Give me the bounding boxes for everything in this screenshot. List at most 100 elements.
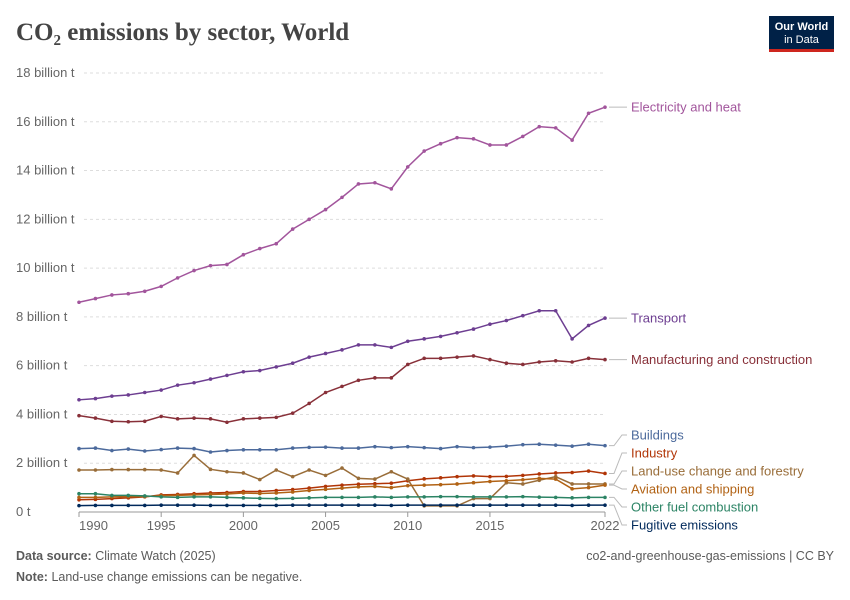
- data-point: [373, 376, 377, 380]
- data-point: [241, 503, 246, 508]
- data-point: [274, 503, 279, 508]
- data-point: [290, 446, 295, 450]
- data-point: [110, 419, 114, 424]
- data-point: [159, 503, 163, 507]
- data-point: [586, 485, 591, 490]
- data-point: [455, 330, 459, 335]
- logo-text: in Data: [784, 34, 820, 46]
- data-point: [405, 339, 410, 344]
- data-point: [553, 358, 558, 363]
- data-point: [323, 445, 328, 449]
- data-point: [373, 444, 377, 449]
- data-point: [504, 474, 509, 479]
- data-point: [290, 227, 295, 231]
- legend-label: Aviation and shipping: [631, 482, 754, 497]
- data-point: [389, 481, 394, 486]
- data-point: [586, 469, 591, 473]
- data-point: [159, 495, 163, 499]
- data-point: [603, 495, 607, 500]
- data-point: [307, 503, 311, 507]
- data-point: [471, 327, 476, 331]
- data-point: [570, 337, 574, 341]
- data-point: [488, 143, 492, 147]
- data-point: [603, 357, 607, 362]
- data-point: [356, 495, 361, 500]
- data-point: [405, 483, 410, 488]
- data-point: [110, 293, 114, 297]
- data-point: [471, 503, 476, 507]
- data-point: [258, 416, 262, 420]
- data-point: [356, 343, 361, 347]
- data-point: [93, 396, 98, 401]
- data-point: [488, 495, 492, 499]
- data-point: [537, 124, 542, 129]
- data-point: [405, 165, 410, 169]
- data-point: [323, 390, 328, 395]
- data-point: [340, 446, 344, 450]
- data-point: [521, 494, 525, 499]
- data-point: [422, 337, 426, 341]
- data-point: [142, 289, 147, 294]
- data-point: [570, 503, 574, 508]
- data-point: [504, 361, 509, 366]
- data-point: [373, 343, 377, 347]
- data-point: [405, 495, 410, 499]
- legend-label: Fugitive emissions: [631, 518, 738, 533]
- data-point: [110, 394, 114, 398]
- y-tick-label: 4 billion t: [16, 406, 68, 421]
- data-point: [77, 398, 81, 402]
- data-point: [553, 477, 558, 481]
- data-point: [307, 488, 311, 493]
- data-point: [159, 414, 163, 419]
- data-point: [389, 445, 394, 450]
- legend-label: Manufacturing and construction: [631, 352, 812, 367]
- data-point: [422, 503, 426, 507]
- y-tick-label: 2 billion t: [16, 455, 68, 470]
- data-point: [126, 447, 131, 451]
- logo-text: Our World: [775, 21, 829, 33]
- data-point: [356, 482, 361, 486]
- data-point: [126, 493, 131, 498]
- label-connector: [609, 484, 627, 490]
- data-point: [93, 495, 98, 500]
- data-point: [537, 360, 542, 364]
- data-point: [323, 487, 328, 492]
- data-point: [521, 442, 525, 447]
- data-point: [389, 376, 394, 380]
- data-point: [471, 445, 476, 450]
- data-point: [570, 138, 574, 142]
- data-point: [175, 503, 180, 507]
- data-point: [553, 443, 558, 447]
- data-point: [537, 472, 542, 476]
- data-point: [225, 503, 229, 508]
- data-point: [225, 262, 229, 267]
- data-point: [488, 503, 492, 507]
- data-point: [159, 447, 163, 452]
- data-point: [603, 503, 607, 507]
- data-point: [455, 135, 459, 140]
- data-point: [110, 493, 114, 498]
- data-point: [586, 495, 591, 500]
- data-point: [93, 468, 98, 472]
- y-tick-label: 12 billion t: [16, 211, 75, 226]
- label-connector: [609, 496, 627, 508]
- data-point: [471, 354, 476, 358]
- data-point: [455, 482, 459, 486]
- data-point: [521, 478, 525, 482]
- legend-label: Transport: [631, 311, 687, 326]
- logo-bar: [769, 49, 834, 52]
- data-point: [603, 316, 607, 320]
- data-point: [422, 356, 426, 361]
- data-point: [192, 453, 196, 458]
- url: co2-and-greenhouse-gas-emissions | CC BY: [586, 549, 834, 563]
- data-point: [389, 495, 394, 500]
- data-point: [405, 477, 410, 481]
- data-point: [356, 485, 361, 489]
- data-point: [340, 503, 344, 507]
- data-point: [290, 496, 295, 501]
- data-point: [422, 477, 426, 481]
- data-point: [422, 445, 426, 450]
- data-point: [241, 471, 246, 475]
- data-point: [438, 356, 443, 361]
- data-point: [373, 180, 377, 185]
